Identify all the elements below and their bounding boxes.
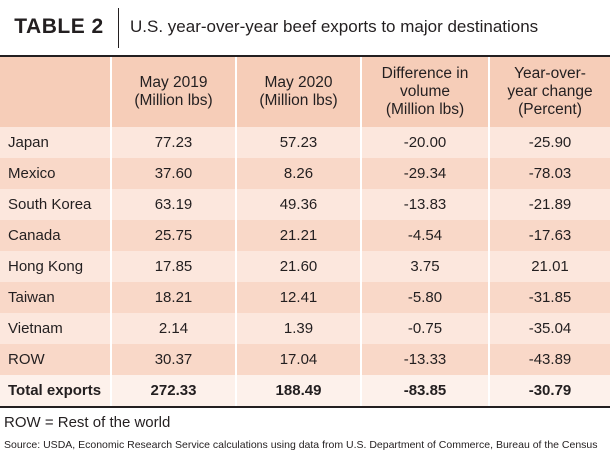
cell-value: -21.89 — [528, 196, 572, 213]
table-row: Vietnam 2.14 1.39 -0.75 -35.04 — [0, 313, 610, 344]
header-text: (Million lbs) — [385, 101, 465, 118]
header-text: May 2019 — [139, 74, 208, 91]
header-text: (Percent) — [518, 101, 582, 118]
table-title: U.S. year-over-year beef exports to majo… — [130, 17, 539, 36]
row-label: Vietnam — [0, 313, 112, 344]
cell-value: 25.75 — [112, 220, 237, 251]
cell-value: 77.23 — [112, 127, 237, 158]
cell-value: 30.37 — [112, 344, 237, 375]
cell-value: -35.04 — [528, 320, 572, 337]
header-text: Difference in — [381, 65, 469, 82]
table-row: Taiwan 18.21 12.41 -5.80 -31.85 — [0, 282, 610, 313]
cell-value: -0.75 — [362, 313, 490, 344]
cell-value: -17.63 — [528, 227, 572, 244]
cell-value: -25.90 — [528, 134, 572, 151]
cell-value: 3.75 — [362, 251, 490, 282]
source: Source: USDA, Economic Research Service … — [4, 439, 598, 451]
cell-value: 12.41 — [237, 282, 362, 313]
header-row: May 2019 (Million lbs) May 2020 (Million lb… — [0, 57, 610, 127]
header-cell: May 2020 (Million lbs) — [237, 57, 362, 127]
cell-value: 8.26 — [237, 158, 362, 189]
rule — [0, 406, 610, 408]
cell-value: -83.85 — [362, 375, 490, 406]
header-text: Year-over- — [514, 65, 586, 82]
row-label: Hong Kong — [0, 251, 112, 282]
header-cell — [0, 57, 112, 127]
header-cell: Difference in volume (Million lbs) — [362, 57, 490, 127]
cell-value: -4.54 — [362, 220, 490, 251]
table-label: TABLE 2 — [14, 15, 104, 38]
cell-value: 272.33 — [112, 375, 237, 406]
cell-value: -43.89 — [528, 351, 572, 368]
cell-value: 49.36 — [237, 189, 362, 220]
row-label: Mexico — [0, 158, 112, 189]
table-row: South Korea 63.19 49.36 -13.83 -21.89 — [0, 189, 610, 220]
cell-value: -30.79 — [528, 382, 572, 399]
table-row: Canada 25.75 21.21 -4.54 -17.63 — [0, 220, 610, 251]
cell-value: 17.04 — [237, 344, 362, 375]
total-row: Total exports 272.33 188.49 -83.85 -30.79 — [0, 375, 610, 406]
cell-value: 37.60 — [112, 158, 237, 189]
cell-value: 21.60 — [237, 251, 362, 282]
header-text: May 2020 — [264, 74, 333, 91]
row-label: ROW — [0, 344, 112, 375]
row-label: South Korea — [0, 189, 112, 220]
separator — [118, 8, 119, 48]
cell-value: 188.49 — [237, 375, 362, 406]
cell-value: 18.21 — [112, 282, 237, 313]
row-label: Canada — [0, 220, 112, 251]
row-label: Japan — [0, 127, 112, 158]
cell-value: -13.33 — [362, 344, 490, 375]
footnote: ROW = Rest of the world — [4, 414, 171, 431]
cell-value: -29.34 — [362, 158, 490, 189]
cell-value: 1.39 — [237, 313, 362, 344]
header-cell: Year-over-year change (Percent) — [490, 57, 610, 127]
cell-value: 21.21 — [237, 220, 362, 251]
cell-value: 63.19 — [112, 189, 237, 220]
header-cell: May 2019 (Million lbs) — [112, 57, 237, 127]
table-row: Japan 77.23 57.23 -20.00 -25.90 — [0, 127, 610, 158]
header-text: (Million lbs) — [134, 92, 213, 109]
cell-value: 57.23 — [237, 127, 362, 158]
cell-value: -5.80 — [362, 282, 490, 313]
cell-value: -78.03 — [528, 165, 572, 182]
cell-value: -20.00 — [362, 127, 490, 158]
cell-value: 17.85 — [112, 251, 237, 282]
cell-value: 21.01 — [531, 258, 569, 275]
cell-value: -13.83 — [362, 189, 490, 220]
row-label: Taiwan — [0, 282, 112, 313]
rule — [0, 55, 610, 57]
cell-value: -31.85 — [528, 289, 572, 306]
cell-value: 2.14 — [112, 313, 237, 344]
row-label: Total exports — [0, 375, 112, 406]
header-text: (Million lbs) — [259, 92, 338, 109]
table-row: ROW 30.37 17.04 -13.33 -43.89 — [0, 344, 610, 375]
table-row: Hong Kong 17.85 21.60 3.75 21.01 — [0, 251, 610, 282]
header-text: volume — [400, 83, 450, 100]
header-text: year change — [507, 83, 593, 100]
table-row: Mexico 37.60 8.26 -29.34 -78.03 — [0, 158, 610, 189]
